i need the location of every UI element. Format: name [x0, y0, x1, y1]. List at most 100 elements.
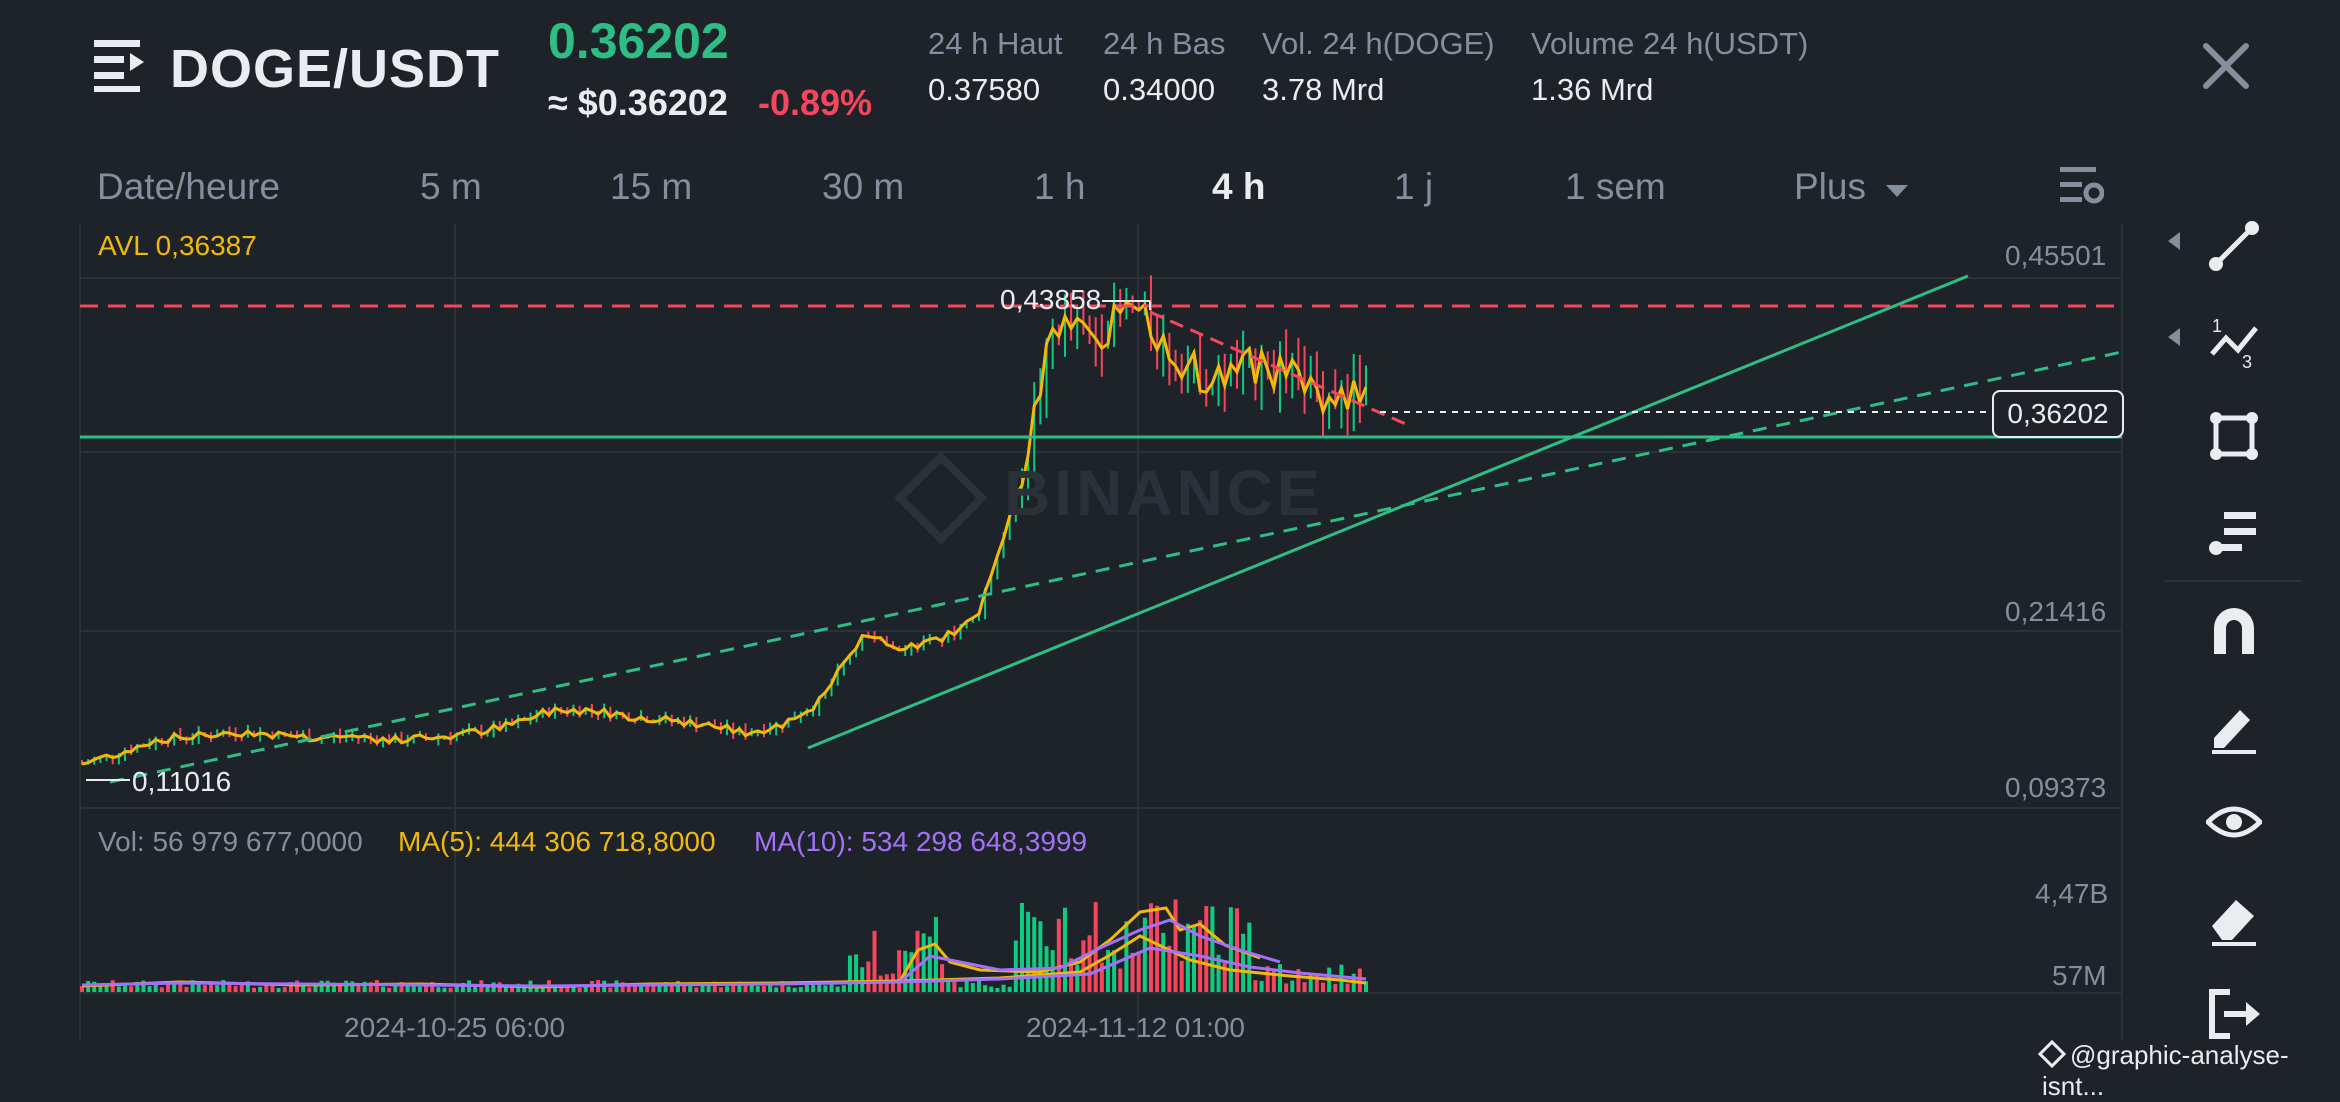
tab-30m[interactable]: 30 m [822, 166, 905, 207]
eye-icon[interactable] [2206, 794, 2262, 850]
volume-bar [1345, 983, 1350, 992]
volume-bar [123, 985, 128, 992]
volume-bar [540, 986, 545, 992]
volume-bar [927, 936, 932, 992]
chart-grid [79, 224, 2123, 1040]
volume-ma10-line [81, 946, 1367, 988]
volume-bar [1118, 968, 1123, 992]
volume-bar [639, 985, 644, 992]
volume-bar [952, 981, 957, 992]
volume-bar [792, 987, 797, 992]
volume-bar [817, 982, 822, 992]
volume-bar [663, 982, 668, 992]
tab-1h[interactable]: 1 h [1034, 166, 1086, 207]
volume-bars [80, 899, 1368, 992]
stat-24h-vol-doge-value: 3.78 Mrd [1262, 72, 1385, 107]
tab-more[interactable]: Plus [1794, 166, 1909, 208]
stat-24h-low-label: 24 h Bas [1103, 26, 1226, 61]
stat-24h-high-value: 0.37580 [928, 72, 1041, 107]
volume-bar [731, 982, 736, 992]
volume-bar [141, 980, 146, 992]
volume-bar [1271, 969, 1276, 992]
magnet-icon[interactable] [2206, 602, 2262, 658]
volume-bar [743, 983, 748, 992]
tab-5m[interactable]: 5 m [420, 166, 482, 207]
volume-bar [1130, 952, 1135, 992]
price-axis-tick: 0,09373 [2005, 772, 2107, 803]
volume-bar [645, 985, 650, 992]
volume-bar [288, 981, 293, 992]
volume-bar [866, 961, 871, 992]
volume-bar [1277, 964, 1282, 992]
volume-bar [786, 986, 791, 992]
volume-bar [1019, 902, 1024, 992]
tab-15m[interactable]: 15 m [610, 166, 693, 207]
volume-bar [1290, 980, 1295, 992]
volume-bar [442, 987, 447, 992]
pencil-icon[interactable] [2206, 698, 2262, 754]
stat-24h-vol-usdt-label: Volume 24 h(USDT) [1531, 26, 1809, 61]
volume-bar [706, 984, 711, 992]
tab-4h[interactable]: 4 h [1212, 166, 1266, 207]
text-tool-icon[interactable] [2206, 504, 2262, 560]
line-tool-icon[interactable] [2206, 218, 2262, 274]
expand-arrow-icon[interactable] [2168, 328, 2180, 346]
toolbar-divider [2164, 580, 2302, 582]
volume-bar [700, 984, 705, 992]
volume-bar [1265, 966, 1270, 992]
volume-bar [964, 981, 969, 992]
pair-title[interactable]: DOGE/USDT [170, 39, 501, 99]
volume-axis-tick: 57M [2052, 960, 2107, 991]
chart-settings-icon[interactable] [2060, 165, 2104, 207]
volume-bar [350, 981, 355, 992]
volume-bar [1056, 918, 1061, 992]
volume-bar [1320, 982, 1325, 992]
volume-bar [811, 982, 816, 992]
volume-bar [473, 986, 478, 992]
volume-bar [1142, 917, 1147, 992]
tab-more-label: Plus [1794, 166, 1866, 207]
volume-bar [270, 985, 275, 992]
menu-icon[interactable] [92, 36, 148, 92]
volume-bar [565, 986, 570, 992]
volume-bar [897, 950, 902, 992]
svg-text:1: 1 [2212, 316, 2222, 336]
binance-watermark: BINANCE [894, 451, 1324, 545]
expand-arrow-icon[interactable] [2168, 232, 2180, 250]
close-icon[interactable] [2198, 38, 2254, 94]
volume-bar [129, 986, 134, 992]
eraser-icon[interactable] [2206, 890, 2262, 946]
fib-tool-icon[interactable]: 1 3 [2206, 314, 2262, 370]
volume-bar [1247, 922, 1252, 992]
volume-ma10-label: MA(10): 534 298 648,3999 [754, 826, 1088, 857]
shape-tool-icon[interactable] [2206, 408, 2262, 464]
credit-watermark: @graphic-analyse-isnt... [2037, 1039, 2340, 1102]
volume-bar [411, 984, 416, 992]
tab-datetime[interactable]: Date/heure [97, 166, 281, 207]
volume-bar [940, 964, 945, 992]
volume-bar [1253, 980, 1258, 992]
volume-bar [454, 986, 459, 992]
volume-bar [301, 985, 306, 992]
volume-bar [252, 987, 257, 992]
volume-bar [264, 984, 269, 992]
exit-icon[interactable] [2206, 986, 2262, 1042]
volume-bar [651, 984, 656, 992]
volume-bar [116, 986, 121, 992]
volume-bar [1284, 983, 1289, 992]
volume-bar [1093, 902, 1098, 992]
volume-bar [669, 985, 674, 992]
volume-bar [307, 987, 312, 992]
volume-bar [368, 982, 373, 992]
volume-bar [98, 986, 103, 992]
volume-bar [1216, 954, 1221, 992]
volume-bar [1136, 951, 1141, 992]
rising-trend-line [807, 274, 1969, 750]
volume-bar [1308, 973, 1313, 992]
tab-1w[interactable]: 1 sem [1565, 166, 1666, 207]
tab-1d[interactable]: 1 j [1394, 166, 1434, 207]
volume-bar [80, 986, 84, 992]
volume-bar [1099, 962, 1104, 992]
approx-usd-price: ≈ $0.36202 [548, 82, 728, 123]
